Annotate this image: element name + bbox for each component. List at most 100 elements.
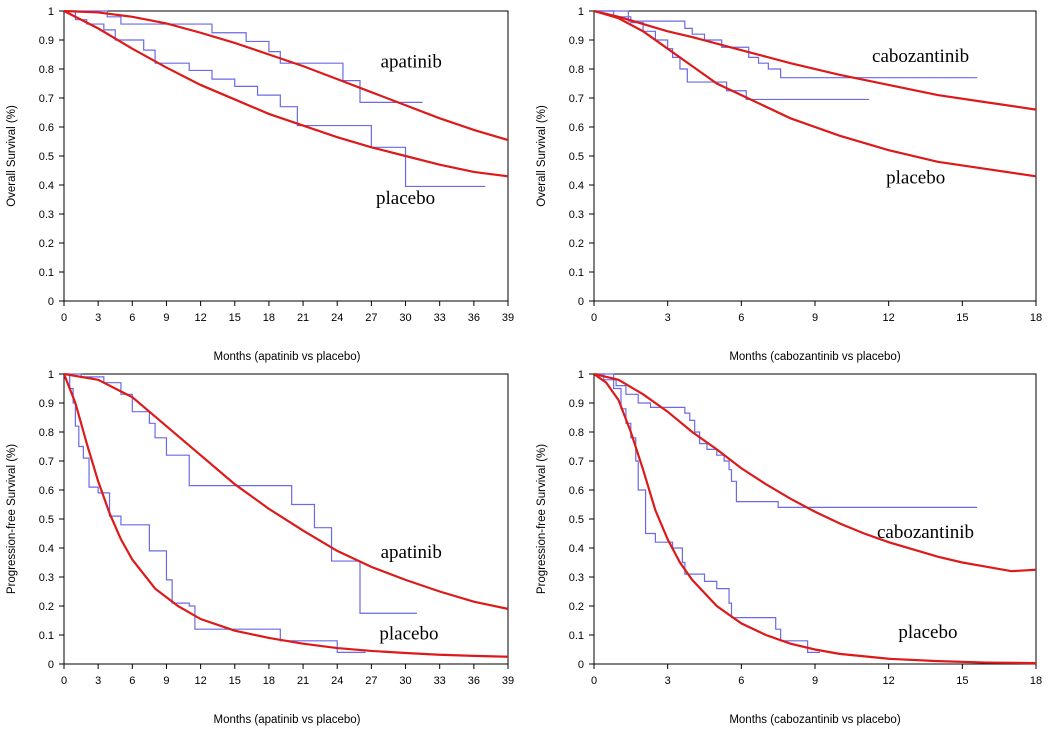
panel-a-xtick-label: 9 xyxy=(163,312,169,324)
panel-d-ytick-label: 0.5 xyxy=(569,514,584,526)
panel-b-ytick-label: 0.3 xyxy=(569,209,584,221)
panel-b-xtick-label: 12 xyxy=(883,312,895,324)
panel-d-ylabel: Progression-free Survival (%) xyxy=(536,444,548,594)
panel-b-label-placebo: placebo xyxy=(886,168,945,189)
panel-a-apatinib-km-curve xyxy=(64,10,423,103)
panel-c-xtick-label: 9 xyxy=(163,675,169,687)
panel-d-label-placebo: placebo xyxy=(898,622,957,643)
panel-b-plot-frame xyxy=(593,10,1037,302)
panel-b-ytick-label: 0.7 xyxy=(569,93,584,105)
panel-b-xtick-label: 18 xyxy=(1030,312,1042,324)
panel-b-ytick-label: 0.6 xyxy=(569,122,584,134)
panel-a-ytick-label: 0.9 xyxy=(39,35,54,47)
panel-c-xtick-label: 36 xyxy=(468,675,480,687)
panel-c-xtick-label: 6 xyxy=(129,675,135,687)
panel-d-ytick-label: 0.2 xyxy=(569,601,584,613)
panel-b-ytick-label: 0.4 xyxy=(569,180,584,192)
panel-c-label-placebo: placebo xyxy=(379,623,438,644)
panel-b-os-cabozantinib: Overall Survival (%) Months (cabozantini… xyxy=(536,6,1042,363)
panel-a-ytick-label: 0.6 xyxy=(39,122,54,134)
panel-a-ytick-label: 1 xyxy=(48,6,54,18)
panel-c-ytick-label: 1 xyxy=(48,369,54,381)
panel-c-xtick-label: 3 xyxy=(95,675,101,687)
panel-a-ytick-label: 0.3 xyxy=(39,209,54,221)
panel-a-ytick-label: 0.5 xyxy=(39,151,54,163)
panel-d-ytick-label: 0.9 xyxy=(569,398,584,410)
panel-b-ytick-label: 0 xyxy=(578,296,584,308)
panel-a-xtick-label: 15 xyxy=(229,312,241,324)
panel-b-xtick-label: 3 xyxy=(665,312,671,324)
panel-a-xtick-label: 24 xyxy=(331,312,343,324)
panel-b-ytick-label: 0.2 xyxy=(569,238,584,250)
panel-a-xtick-label: 18 xyxy=(263,312,275,324)
panel-a-xtick-label: 12 xyxy=(194,312,206,324)
panel-c-label-apatinib: apatinib xyxy=(381,542,442,563)
panel-c-apatinib-km-curve xyxy=(64,373,417,614)
panel-b-xtick-label: 9 xyxy=(812,312,818,324)
panel-c-xlabel: Months (apatinib vs placebo) xyxy=(213,714,360,726)
panel-c-xtick-label: 33 xyxy=(434,675,446,687)
panel-d-xtick-label: 12 xyxy=(883,675,895,687)
panel-c-xtick-label: 12 xyxy=(194,675,206,687)
panel-d-ytick-label: 0.7 xyxy=(569,456,584,468)
panel-c-placebo-fitted-curve xyxy=(64,373,508,658)
panel-a-xtick-label: 6 xyxy=(129,312,135,324)
panel-d-placebo-km-curve xyxy=(594,373,820,653)
panel-c-ytick-label: 0.5 xyxy=(39,514,54,526)
panel-d-cabozantinib-fitted-curve xyxy=(594,373,1036,573)
panel-a-ytick-label: 0 xyxy=(48,296,54,308)
panel-b-xtick-label: 0 xyxy=(591,312,597,324)
panel-d-xtick-label: 9 xyxy=(812,675,818,687)
panel-c-pfs-apatinib: Progression-free Survival (%) Months (ap… xyxy=(6,369,514,726)
panel-a-ytick-label: 0.2 xyxy=(39,238,54,250)
panel-d-xtick-label: 3 xyxy=(665,675,671,687)
panel-b-ytick-label: 0.9 xyxy=(569,35,584,47)
panel-d-ytick-label: 0.1 xyxy=(569,630,584,642)
panel-d-xtick-label: 6 xyxy=(738,675,744,687)
panel-a-label-placebo: placebo xyxy=(376,188,435,209)
panel-a-xtick-label: 30 xyxy=(399,312,411,324)
panel-d-xtick-label: 15 xyxy=(956,675,968,687)
panel-a-apatinib-fitted-curve xyxy=(64,10,508,142)
panel-d-ytick-label: 1 xyxy=(578,369,584,381)
panel-b-placebo-fitted-curve xyxy=(594,10,1036,178)
panel-a-xtick-label: 21 xyxy=(297,312,309,324)
panel-c-ytick-label: 0.1 xyxy=(39,630,54,642)
panel-a-placebo-fitted-curve xyxy=(64,10,508,178)
panel-c-xtick-label: 39 xyxy=(502,675,514,687)
panel-c-ytick-label: 0.2 xyxy=(39,601,54,613)
panel-b-xtick-label: 6 xyxy=(738,312,744,324)
panel-a-xtick-label: 33 xyxy=(434,312,446,324)
panel-c-xtick-label: 21 xyxy=(297,675,309,687)
panel-c-ytick-label: 0.7 xyxy=(39,456,54,468)
panel-c-ytick-label: 0.3 xyxy=(39,572,54,584)
panel-a-ylabel: Overall Survival (%) xyxy=(6,105,18,207)
panel-d-plot-frame xyxy=(593,373,1037,665)
panel-a-ytick-label: 0.7 xyxy=(39,93,54,105)
panel-c-ytick-label: 0.8 xyxy=(39,427,54,439)
panel-c-xtick-label: 30 xyxy=(399,675,411,687)
panel-d-xtick-label: 0 xyxy=(591,675,597,687)
panel-a-xtick-label: 3 xyxy=(95,312,101,324)
panel-a-xlabel: Months (apatinib vs placebo) xyxy=(213,351,360,363)
panel-d-pfs-cabozantinib: Progression-free Survival (%) Months (ca… xyxy=(536,369,1042,726)
panel-a-xtick-label: 39 xyxy=(502,312,514,324)
panel-b-ytick-label: 0.8 xyxy=(569,64,584,76)
panel-d-ytick-label: 0.4 xyxy=(569,543,584,555)
panel-a-xtick-label: 27 xyxy=(365,312,377,324)
panel-c-xtick-label: 27 xyxy=(365,675,377,687)
panel-c-ytick-label: 0.9 xyxy=(39,398,54,410)
panel-a-placebo-km-curve xyxy=(64,10,486,188)
panel-b-label-cabozantinib: cabozantinib xyxy=(872,46,969,67)
panel-c-ytick-label: 0.4 xyxy=(39,543,54,555)
panel-a-ytick-label: 0.8 xyxy=(39,64,54,76)
panel-b-xlabel: Months (cabozantinib vs placebo) xyxy=(729,351,900,363)
panel-b-cabozantinib-km-curve xyxy=(594,10,978,79)
panel-c-ylabel: Progression-free Survival (%) xyxy=(6,444,18,594)
panel-a-ytick-label: 0.1 xyxy=(39,267,54,279)
panel-b-placebo-km-curve xyxy=(594,10,870,101)
panel-a-label-apatinib: apatinib xyxy=(381,52,442,73)
panel-c-apatinib-fitted-curve xyxy=(64,373,508,610)
panel-b-ytick-label: 0.5 xyxy=(569,151,584,163)
panel-c-xtick-label: 0 xyxy=(61,675,67,687)
